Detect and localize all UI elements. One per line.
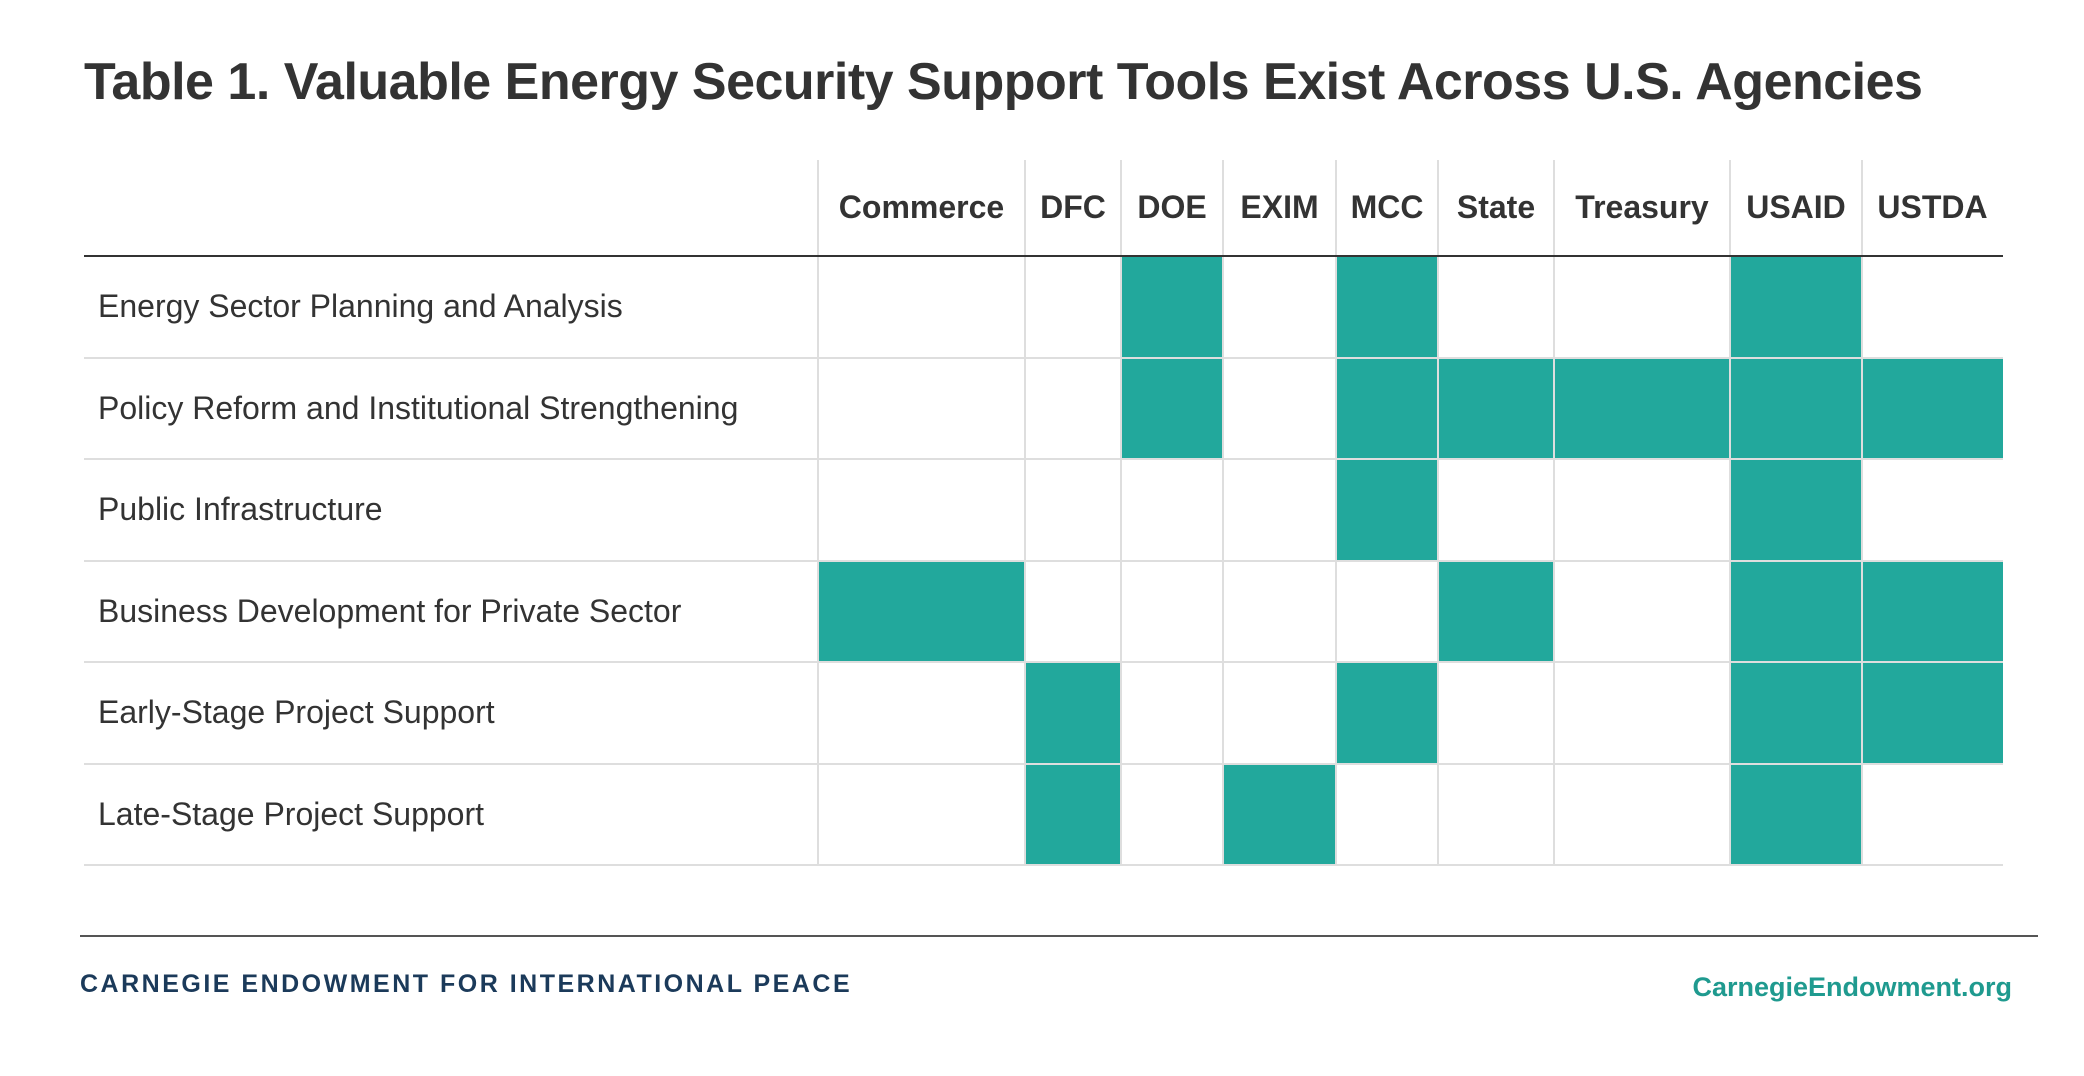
cell-commerce-empty (818, 764, 1025, 866)
cell-treasury-supported (1554, 357, 1730, 459)
column-divider (1024, 160, 1026, 865)
row-label: Public Infrastructure (98, 491, 383, 528)
cell-dfc-supported (1025, 662, 1121, 764)
column-header-commerce: Commerce (838, 188, 1005, 225)
column-divider (817, 160, 819, 865)
column-header-state: State (1456, 188, 1536, 225)
cell-commerce-empty (818, 358, 1025, 460)
header-rule (84, 255, 2003, 257)
column-divider (1729, 160, 1731, 865)
cell-treasury-empty (1554, 256, 1730, 358)
row-label: Energy Sector Planning and Analysis (98, 288, 623, 325)
cell-ustda-empty (1862, 764, 2003, 866)
cell-dfc-empty (1025, 256, 1121, 358)
cell-usaid-supported (1730, 662, 1862, 764)
row-divider (84, 559, 2003, 562)
column-header-exim: EXIM (1240, 188, 1319, 225)
row-label: Early-Stage Project Support (98, 694, 495, 731)
cell-commerce-supported (818, 560, 1025, 662)
cell-doe-empty (1121, 764, 1223, 866)
footer-url-link[interactable]: CarnegieEndowment.org (1692, 972, 2012, 1002)
row-divider (84, 458, 2003, 460)
column-header-usaid: USAID (1746, 188, 1846, 225)
cell-ustda-empty (1862, 459, 2003, 561)
cell-usaid-supported (1730, 763, 1862, 865)
cell-mcc-supported (1336, 662, 1438, 764)
column-header-ustda: USTDA (1877, 188, 1988, 225)
cell-dfc-empty (1025, 358, 1121, 460)
cell-usaid-supported (1730, 256, 1862, 358)
cell-dfc-empty (1025, 561, 1121, 663)
column-divider (1437, 160, 1439, 865)
cell-exim-empty (1223, 459, 1336, 561)
column-header-dfc: DFC (1040, 188, 1106, 225)
cell-dfc-empty (1025, 459, 1121, 561)
cell-mcc-supported (1336, 256, 1438, 358)
row-divider (84, 762, 2003, 765)
cell-treasury-empty (1554, 662, 1730, 764)
cell-commerce-empty (818, 256, 1025, 358)
cell-mcc-supported (1336, 459, 1438, 561)
footer-organization: CARNEGIE ENDOWMENT FOR INTERNATIONAL PEA… (80, 970, 853, 998)
cell-ustda-supported (1862, 357, 2003, 459)
column-divider (1553, 160, 1555, 865)
cell-doe-supported (1121, 256, 1223, 358)
cell-mcc-supported (1336, 357, 1438, 459)
cell-ustda-supported (1862, 662, 2003, 764)
cell-doe-empty (1121, 459, 1223, 561)
row-label: Policy Reform and Institutional Strength… (98, 389, 739, 426)
cell-state-empty (1438, 662, 1554, 764)
chart-title: Table 1. Valuable Energy Security Suppor… (84, 53, 1923, 111)
column-divider (1335, 160, 1337, 865)
cell-ustda-empty (1862, 256, 2003, 358)
cell-doe-empty (1121, 561, 1223, 663)
cell-usaid-supported (1730, 560, 1862, 662)
row-divider (84, 661, 2003, 663)
column-divider (1120, 160, 1122, 865)
cell-doe-empty (1121, 662, 1223, 764)
column-header-treasury: Treasury (1575, 188, 1709, 225)
cell-commerce-empty (818, 459, 1025, 561)
cell-mcc-empty (1336, 561, 1438, 663)
row-label: Late-Stage Project Support (98, 795, 485, 832)
cell-state-supported (1438, 560, 1554, 662)
cell-exim-empty (1223, 561, 1336, 663)
footer-divider (80, 935, 2038, 937)
cell-treasury-empty (1554, 459, 1730, 561)
column-divider (1861, 160, 1863, 865)
column-header-doe: DOE (1137, 188, 1207, 225)
cell-mcc-empty (1336, 764, 1438, 866)
row-divider (84, 864, 2003, 866)
column-divider (1222, 160, 1224, 865)
row-label: Business Development for Private Sector (98, 592, 682, 629)
cell-usaid-supported (1730, 357, 1862, 459)
cell-dfc-supported (1025, 763, 1121, 865)
cell-commerce-empty (818, 662, 1025, 764)
cell-doe-supported (1121, 357, 1223, 459)
cell-ustda-supported (1862, 560, 2003, 662)
cell-exim-supported (1223, 763, 1336, 865)
cell-state-empty (1438, 256, 1554, 358)
column-header-mcc: MCC (1350, 188, 1424, 225)
cell-exim-empty (1223, 358, 1336, 460)
cell-usaid-supported (1730, 459, 1862, 561)
cell-treasury-empty (1554, 561, 1730, 663)
cell-exim-empty (1223, 256, 1336, 358)
cell-state-empty (1438, 459, 1554, 561)
cell-exim-empty (1223, 662, 1336, 764)
cell-treasury-empty (1554, 764, 1730, 866)
cell-state-supported (1438, 357, 1554, 459)
row-divider (84, 356, 2003, 359)
cell-state-empty (1438, 764, 1554, 866)
